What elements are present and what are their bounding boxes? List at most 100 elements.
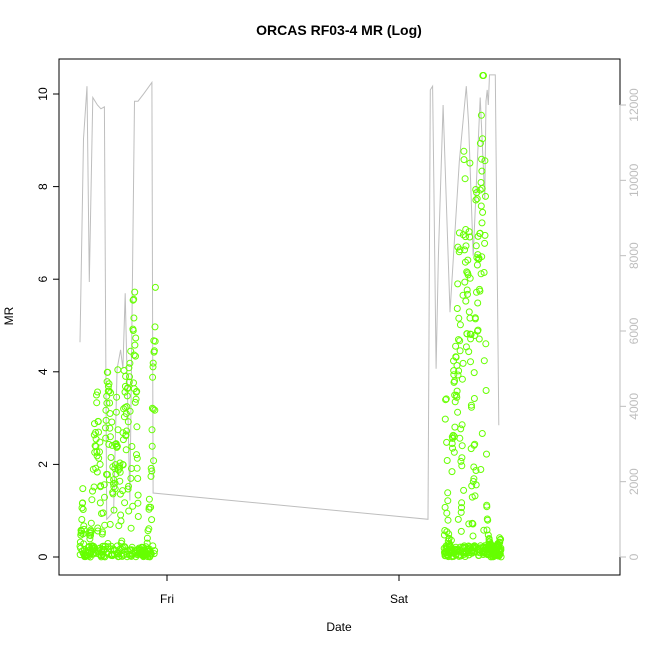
mr-point xyxy=(114,366,122,374)
mr-point xyxy=(469,520,477,528)
mr-point xyxy=(151,283,159,291)
mr-point xyxy=(484,516,492,524)
mr-point xyxy=(461,175,469,183)
mr-point xyxy=(483,526,491,534)
mr-point xyxy=(127,524,135,532)
mr-point xyxy=(454,280,462,288)
mr-point xyxy=(465,308,473,316)
mr-point xyxy=(117,511,125,519)
right-tick-label: 8000 xyxy=(627,242,641,269)
mr-point xyxy=(89,487,96,495)
mr-point xyxy=(124,418,132,426)
mr-point xyxy=(148,467,156,475)
mr-point xyxy=(133,387,141,395)
secondary-line xyxy=(79,74,500,521)
mr-point xyxy=(456,321,464,329)
mr-point xyxy=(472,481,480,489)
mr-point xyxy=(122,372,130,380)
mr-point xyxy=(476,287,484,295)
mr-point xyxy=(130,295,138,303)
mr-point xyxy=(466,274,474,282)
mr-point xyxy=(474,326,482,334)
mr-point xyxy=(457,527,465,535)
mr-point xyxy=(477,466,485,473)
mr-point xyxy=(125,507,133,515)
mr-point xyxy=(150,347,158,355)
mr-point xyxy=(443,509,451,517)
mr-point xyxy=(444,489,452,497)
mr-point xyxy=(477,179,485,186)
mr-point xyxy=(102,424,109,432)
mr-point xyxy=(114,426,122,434)
mr-point xyxy=(482,387,490,394)
mr-point xyxy=(470,475,478,483)
mr-point xyxy=(450,448,458,456)
mr-point xyxy=(462,233,469,241)
mr-point xyxy=(443,457,451,464)
mr-point xyxy=(122,431,130,439)
mr-point xyxy=(448,468,456,476)
mr-point xyxy=(455,367,463,375)
mr-point xyxy=(469,532,477,540)
mr-point xyxy=(458,499,466,507)
mr-point xyxy=(449,444,456,452)
left-tick-label: 2 xyxy=(36,461,50,468)
mr-point xyxy=(79,485,87,493)
chart-title: ORCAS RF03-4 MR (Log) xyxy=(256,22,422,38)
mr-point xyxy=(105,380,113,388)
mr-point xyxy=(122,446,130,454)
x-axis: Fri Sat xyxy=(160,574,409,606)
mr-point xyxy=(482,192,489,200)
mr-point xyxy=(460,147,468,155)
mr-point xyxy=(116,477,124,485)
mr-point xyxy=(449,434,457,442)
mr-point xyxy=(113,393,121,401)
left-tick-label: 6 xyxy=(36,276,50,283)
mr-point xyxy=(106,399,114,407)
mr-point xyxy=(478,185,486,192)
mr-point xyxy=(463,330,471,338)
mr-point xyxy=(80,522,88,530)
mr-point xyxy=(473,195,481,203)
mr-point xyxy=(145,525,153,533)
mr-point xyxy=(457,425,465,433)
mr-point xyxy=(480,269,488,276)
mr-point xyxy=(100,481,108,489)
mr-point xyxy=(478,253,486,261)
mr-point xyxy=(103,378,111,386)
mr-point xyxy=(107,454,115,461)
mr-point xyxy=(99,509,107,517)
left-y-axis: 0 2 4 6 8 10 xyxy=(36,87,60,560)
mr-series xyxy=(76,72,505,561)
mr-point xyxy=(93,391,100,399)
mr-point xyxy=(96,438,104,446)
mr-point xyxy=(151,406,159,414)
mr-point xyxy=(148,426,156,434)
mr-point xyxy=(134,499,142,507)
secondary-series xyxy=(79,74,500,521)
mr-point xyxy=(111,485,119,493)
mr-point xyxy=(454,408,462,416)
mr-point xyxy=(97,482,105,490)
mr-point xyxy=(441,415,449,423)
mr-point xyxy=(464,256,472,264)
mr-point xyxy=(442,395,450,403)
mr-point xyxy=(96,460,104,468)
mr-point xyxy=(472,196,480,204)
mr-point xyxy=(104,368,112,376)
mr-point xyxy=(125,364,133,372)
mr-point xyxy=(444,497,452,505)
mr-point xyxy=(478,219,486,227)
mr-point xyxy=(479,208,487,216)
mr-point xyxy=(453,387,461,395)
mr-point xyxy=(100,552,108,560)
mr-point xyxy=(151,547,159,555)
mr-point xyxy=(459,359,467,367)
mr-point xyxy=(80,525,88,533)
mr-point xyxy=(466,233,474,241)
mr-point xyxy=(444,516,452,524)
mr-point xyxy=(467,358,474,366)
mr-point xyxy=(122,410,130,418)
mr-point xyxy=(455,314,463,322)
mr-point xyxy=(124,485,132,493)
